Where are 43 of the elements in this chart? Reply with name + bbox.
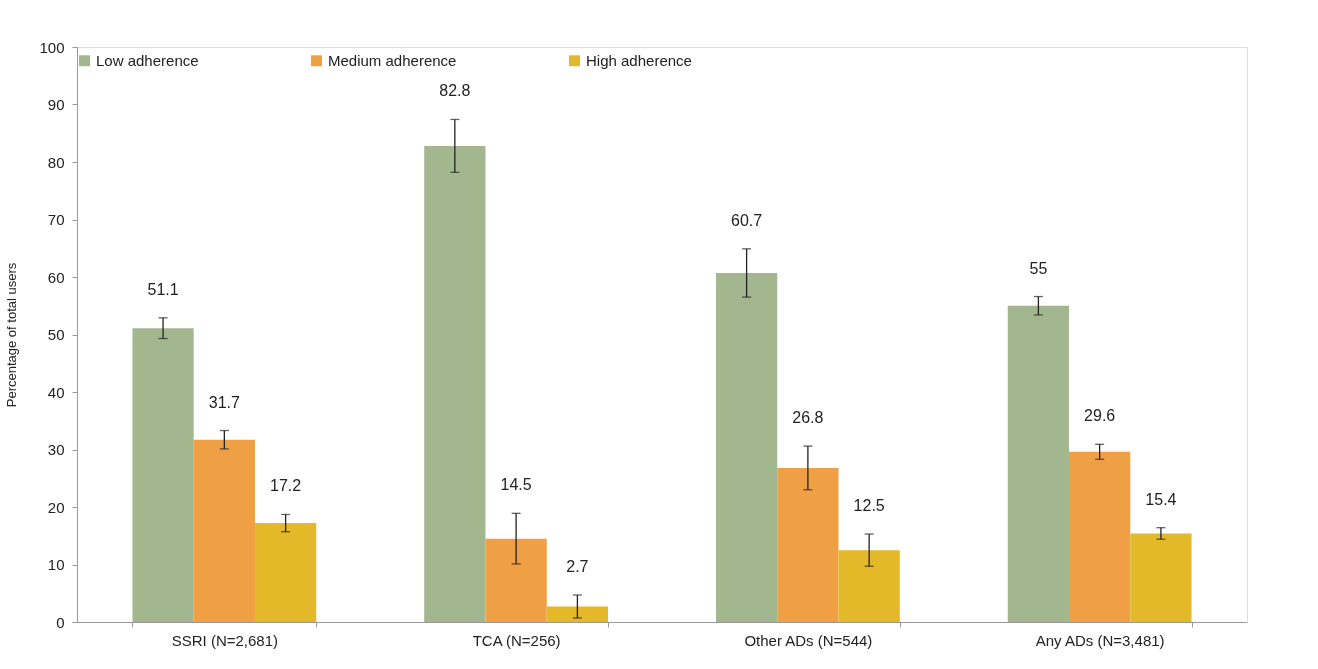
y-tick-label: 80 <box>47 153 65 171</box>
data-label: 14.5 <box>500 476 532 494</box>
bar <box>132 328 194 622</box>
y-axis-title: Percentage of total users <box>4 262 20 408</box>
bar <box>1130 533 1192 622</box>
bar <box>715 272 778 622</box>
y-tick-label: 20 <box>47 498 65 516</box>
data-label: 29.6 <box>1084 407 1116 425</box>
bar <box>1069 451 1131 622</box>
x-tick-label: SSRI (N=2,681) <box>171 631 278 649</box>
x-tick-label: TCA (N=256) <box>472 631 561 649</box>
x-tick-label: Any ADs (N=3,481) <box>1035 631 1165 649</box>
data-label: 82.8 <box>439 82 471 100</box>
y-tick-label: 100 <box>39 38 65 56</box>
data-label: 51.1 <box>147 280 179 298</box>
data-label: 55 <box>1029 259 1048 277</box>
x-tick-label: Other ADs (N=544) <box>744 631 873 649</box>
y-tick-label: 50 <box>47 326 65 343</box>
bar <box>485 538 547 622</box>
data-label: 26.8 <box>792 409 824 427</box>
y-tick-label: 30 <box>47 441 65 458</box>
data-label: 15.4 <box>1145 490 1177 508</box>
y-tick-label: 40 <box>47 383 65 401</box>
bar <box>838 550 900 622</box>
data-label: 12.5 <box>853 497 885 515</box>
bar <box>1007 305 1070 622</box>
bar <box>254 523 317 622</box>
bar <box>193 439 255 622</box>
data-label: 2.7 <box>566 557 589 575</box>
legend-label: Low adherence <box>96 51 199 69</box>
legend-label: Medium adherence <box>328 51 457 69</box>
bar <box>777 467 839 622</box>
y-tick-label: 0 <box>56 613 65 631</box>
legend-label: High adherence <box>586 51 692 69</box>
bar <box>546 606 609 622</box>
y-tick-label: 90 <box>47 96 65 113</box>
y-tick-label: 70 <box>47 211 65 228</box>
data-label: 17.2 <box>270 477 302 495</box>
data-label: 31.7 <box>208 393 241 411</box>
bar <box>424 145 486 622</box>
y-tick-label: 10 <box>47 556 65 573</box>
y-tick-label: 60 <box>47 268 65 286</box>
data-label: 60.7 <box>731 211 763 229</box>
